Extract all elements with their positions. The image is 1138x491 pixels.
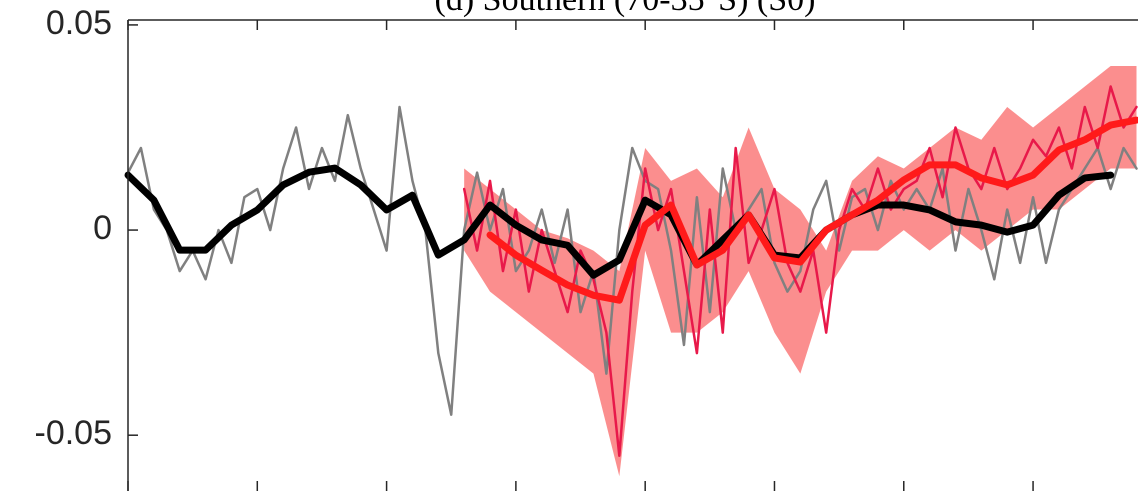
y-tick-label: 0	[93, 209, 112, 247]
y-tick-label: 0.05	[46, 4, 112, 42]
series-line	[124, 164, 1115, 279]
series-line	[126, 105, 1138, 416]
series-line	[462, 85, 1138, 457]
chart-title: (d) Southern (70-35°S) (S0)	[435, 0, 816, 18]
y-tick-label: -0.05	[35, 414, 113, 452]
series-line	[486, 116, 1138, 304]
